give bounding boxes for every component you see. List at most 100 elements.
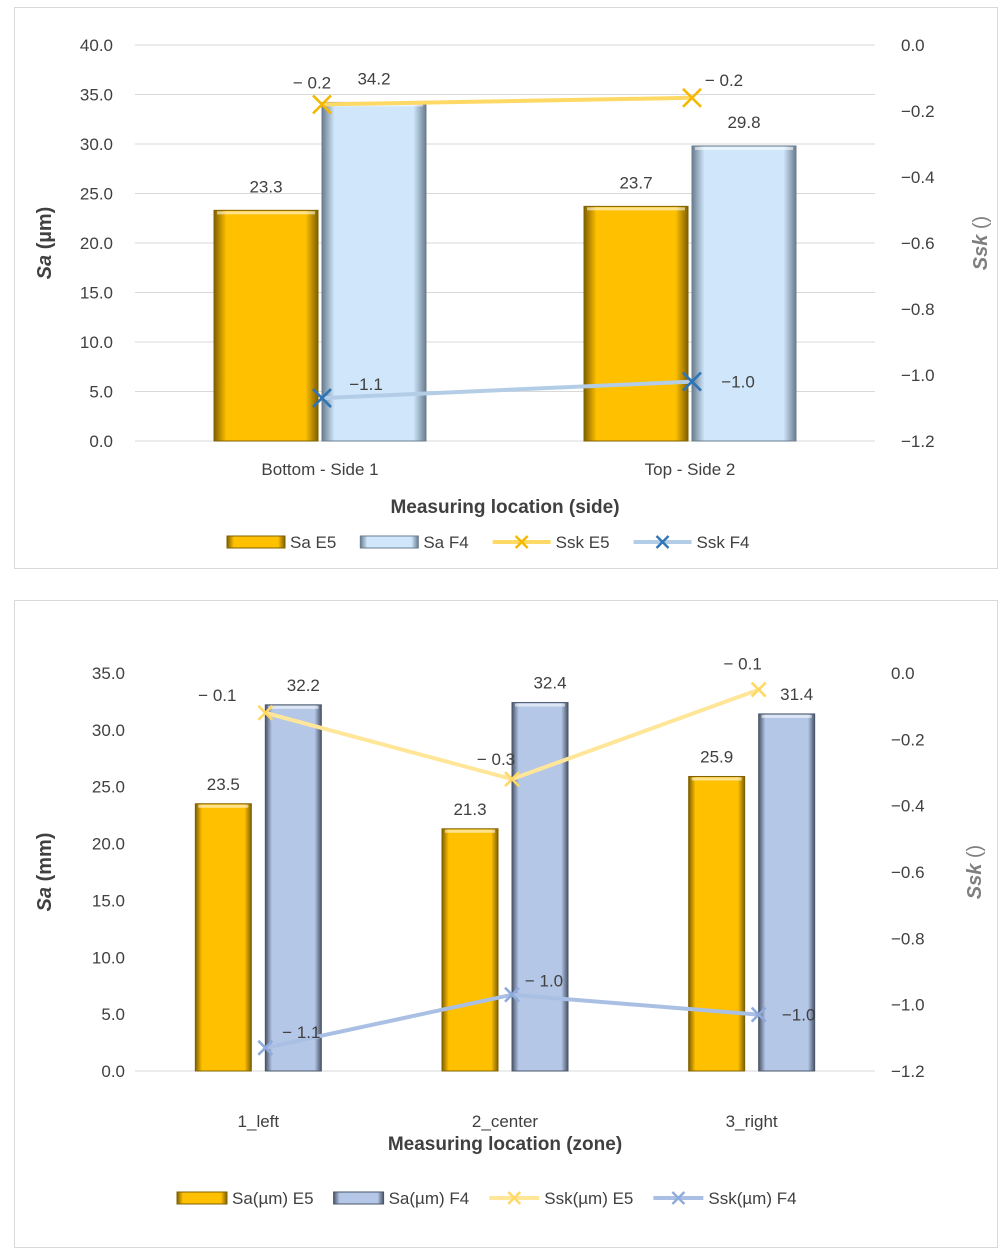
y-tick-label: 5.0 [101,1005,125,1024]
y-axis-title: Sa (µm) [34,207,56,280]
y2-tick-label: −0.2 [891,730,925,749]
marker-stroke [257,1039,274,1056]
y-axis-title-symbol: Sa [34,255,56,279]
bar-sa-m-f4 [264,704,322,1072]
bar-sa-f4 [691,145,797,442]
bar-data-label: 23.5 [207,775,240,794]
y-axis-title-unit: (mm) [34,833,56,887]
x-tick-label: Bottom - Side 1 [261,460,378,479]
bar-sa-m-e5 [441,828,499,1072]
y-tick-label: 10.0 [92,948,125,967]
bar-sa-e5 [213,209,319,442]
bar-sa-e5 [583,205,689,442]
y-tick-label: 15.0 [80,284,113,303]
y-tick-label: 25.0 [80,185,113,204]
marker-stroke [682,371,702,392]
legend-entry: Sa E5 [226,533,336,552]
y-axis-title-unit: (µm) [34,207,56,255]
marker-stroke [750,681,767,698]
line-marker [504,986,520,1003]
bar-highlight [515,703,565,707]
y-tick-label: 15.0 [92,891,125,910]
legend-entry: Ssk(µm) E5 [489,1189,633,1208]
y2-tick-label: 0.0 [901,36,925,55]
bar-highlight [761,714,812,718]
y2-tick-label: −0.2 [901,102,935,121]
line-marker [750,681,767,698]
y-axis-title-symbol: Sa [34,887,56,911]
marker-stroke [750,1006,767,1023]
legend-swatch [176,1191,228,1205]
y-tick-label: 10.0 [80,333,113,352]
y2-axis-title-unit: () [964,845,986,864]
bar-data-label: 21.3 [453,800,486,819]
legend-swatch [333,1191,385,1205]
legend-marker [514,535,529,549]
x-tick-label: 2_center [472,1112,538,1131]
line-data-label: −1.0 [721,373,755,392]
legend-label: Ssk(µm) E5 [544,1189,633,1208]
legend-label: Sa E5 [290,533,336,552]
y2-tick-label: −0.6 [901,234,935,253]
line-marker [682,87,702,108]
legend-entry: Sa(µm) F4 [333,1189,469,1208]
bar-data-label: 29.8 [727,113,760,132]
marker-stroke [682,87,702,108]
bar-sa-m-e5 [194,803,252,1072]
bar-data-label: 23.3 [249,177,282,196]
legend-label: Sa F4 [423,533,468,552]
bar-sa-m-e5 [688,775,746,1072]
legend-entry: Ssk F4 [633,533,749,552]
legend-entry: Sa F4 [359,533,469,552]
y-tick-label: 25.0 [92,778,125,797]
bar-sa-m-f4 [758,713,816,1072]
line-data-label: −1.0 [782,1006,816,1025]
bar-data-label: 32.4 [533,674,566,693]
line-marker [682,371,702,392]
line-marker [312,94,332,115]
line-marker [257,704,274,721]
line-data-label: − 0.2 [293,73,331,92]
bar-highlight [587,207,685,211]
bar-highlight [695,146,793,150]
bar-sa-f4 [321,101,427,442]
x-axis-title: Measuring location (side) [390,497,619,518]
line-marker [312,388,332,409]
series-line-ssk-f4 [321,379,693,401]
y-tick-label: 30.0 [80,135,113,154]
legend-swatch [226,535,286,549]
line-marker [750,1006,767,1023]
y-axis-title: Sa (mm) [34,833,56,912]
y2-tick-label: −0.6 [891,863,925,882]
bar-data-label: 34.2 [357,69,390,88]
bar-highlight [217,211,315,215]
line-data-label: − 0.1 [198,686,236,705]
bar-data-label: 31.4 [780,685,813,704]
line-data-label: −1.1 [349,375,383,394]
y-tick-label: 30.0 [92,721,125,740]
line-data-label: − 0.1 [724,655,762,674]
chart-side: 0.0 5.0 10.0 15.0 20.0 25.0 30.0 35.0 40.0 −1.2 −1… [34,36,992,552]
bar-data-label: 32.2 [287,676,320,695]
bar-data-label: 23.7 [619,173,652,192]
legend-entry: Sa(µm) E5 [176,1189,314,1208]
bar-highlight [198,804,249,808]
legend-swatch [359,535,419,549]
chart-panel-zone: 0.0 5.0 10.0 15.0 20.0 25.0 30.0 35.0 −1.2 −1.0 −0… [14,600,998,1248]
legend-entry: Ssk(µm) F4 [653,1189,797,1208]
legend-label: Sa(µm) E5 [232,1189,314,1208]
chart-panel-side: 0.0 5.0 10.0 15.0 20.0 25.0 30.0 35.0 40.0 −1.2 −1… [14,7,998,569]
y2-tick-label: −1.0 [901,366,935,385]
y2-axis-title-unit: () [970,216,992,235]
y-tick-label: 5.0 [89,383,113,402]
legend-marker [507,1191,522,1205]
line-data-label: − 0.2 [705,71,743,90]
y-tick-label: 20.0 [80,234,113,253]
line-marker [504,771,520,788]
line-marker [257,1039,274,1056]
y2-tick-label: −1.2 [891,1062,925,1081]
y-tick-label: 35.0 [80,86,113,105]
x-tick-label: 3_right [726,1112,778,1131]
y2-tick-label: −0.4 [901,168,935,187]
y2-tick-label: −0.8 [891,929,925,948]
